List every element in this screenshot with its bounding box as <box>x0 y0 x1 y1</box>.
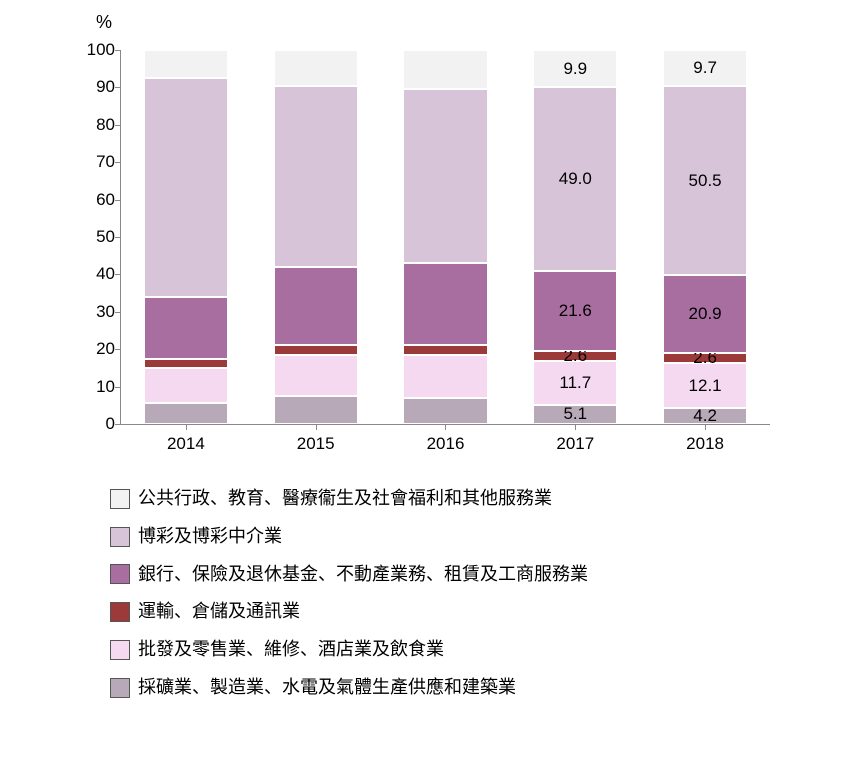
legend-label: 銀行、保險及退休基金、不動產業務、租賃及工商服務業 <box>138 556 588 594</box>
segment-value-label: 5.1 <box>533 404 617 424</box>
bar-segment <box>403 89 487 263</box>
legend-swatch <box>110 640 130 660</box>
segment-value-label: 49.0 <box>533 169 617 189</box>
bar-segment <box>274 355 358 396</box>
legend-swatch <box>110 678 130 698</box>
bar-segment <box>403 398 487 424</box>
y-tick-label: 100 <box>79 40 115 60</box>
bar-segment <box>274 86 358 267</box>
segment-value-label: 12.1 <box>663 376 747 396</box>
y-tick-label: 50 <box>79 227 115 247</box>
legend-label: 博彩及博彩中介業 <box>138 518 282 556</box>
y-tick <box>115 200 121 201</box>
legend-swatch <box>110 602 130 622</box>
y-tick <box>115 387 121 388</box>
x-tick-label: 2015 <box>274 434 358 454</box>
y-tick <box>115 349 121 350</box>
legend-label: 公共行政、教育、醫療衞生及社會福利和其他服務業 <box>138 480 552 518</box>
y-tick-label: 70 <box>79 152 115 172</box>
legend-item: 採礦業、製造業、水電及氣體生產供應和建築業 <box>110 669 588 707</box>
y-tick <box>115 274 121 275</box>
segment-value-label: 50.5 <box>663 171 747 191</box>
legend-label: 運輸、倉儲及通訊業 <box>138 593 300 631</box>
bar-segment <box>403 355 487 398</box>
legend-swatch <box>110 489 130 509</box>
y-tick <box>115 424 121 425</box>
segment-value-label: 11.7 <box>533 373 617 393</box>
bar-column: 20175.111.72.621.649.09.9 <box>533 50 617 424</box>
bar-segment <box>274 50 358 86</box>
x-tick-label: 2016 <box>403 434 487 454</box>
stacked-bar-chart: 20142015201620175.111.72.621.649.09.9201… <box>80 40 770 455</box>
y-tick <box>115 162 121 163</box>
x-tick-label: 2017 <box>533 434 617 454</box>
bar-segment <box>274 345 358 354</box>
bar-segment <box>274 396 358 424</box>
legend-item: 批發及零售業、維修、酒店業及飲食業 <box>110 631 588 669</box>
y-tick-label: 40 <box>79 264 115 284</box>
y-tick-label: 60 <box>79 190 115 210</box>
x-tick <box>316 424 317 430</box>
plot-area: 20142015201620175.111.72.621.649.09.9201… <box>120 50 770 425</box>
y-axis-unit: % <box>96 12 112 33</box>
x-tick-label: 2014 <box>144 434 228 454</box>
bar-segment <box>403 263 487 345</box>
legend-swatch <box>110 527 130 547</box>
legend-item: 公共行政、教育、醫療衞生及社會福利和其他服務業 <box>110 480 588 518</box>
legend: 公共行政、教育、醫療衞生及社會福利和其他服務業博彩及博彩中介業銀行、保險及退休基… <box>110 480 588 707</box>
x-tick <box>186 424 187 430</box>
y-tick <box>115 312 121 313</box>
y-tick <box>115 50 121 51</box>
legend-label: 採礦業、製造業、水電及氣體生產供應和建築業 <box>138 669 516 707</box>
x-tick <box>445 424 446 430</box>
bar-segment <box>144 359 228 368</box>
bar-segment <box>274 267 358 346</box>
segment-value-label: 9.9 <box>533 59 617 79</box>
legend-item: 博彩及博彩中介業 <box>110 518 588 556</box>
segment-value-label: 4.2 <box>663 406 747 426</box>
y-tick-label: 80 <box>79 115 115 135</box>
legend-label: 批發及零售業、維修、酒店業及飲食業 <box>138 631 444 669</box>
y-tick <box>115 125 121 126</box>
y-tick-label: 10 <box>79 377 115 397</box>
segment-value-label: 9.7 <box>663 58 747 78</box>
segment-value-label: 21.6 <box>533 301 617 321</box>
chart-container: % 20142015201620175.111.72.621.649.09.92… <box>0 0 841 757</box>
x-tick <box>575 424 576 430</box>
bar-segment <box>144 368 228 404</box>
y-tick-label: 30 <box>79 302 115 322</box>
legend-item: 運輸、倉儲及通訊業 <box>110 593 588 631</box>
bar-segment <box>144 297 228 359</box>
bar-segment <box>144 403 228 424</box>
y-tick-label: 20 <box>79 339 115 359</box>
segment-value-label: 20.9 <box>663 304 747 324</box>
bar-segment <box>144 50 228 78</box>
legend-item: 銀行、保險及退休基金、不動產業務、租賃及工商服務業 <box>110 556 588 594</box>
bar-segment <box>403 345 487 354</box>
bar-column: 2016 <box>403 50 487 424</box>
legend-swatch <box>110 564 130 584</box>
x-tick-label: 2018 <box>663 434 747 454</box>
bars-layer: 20142015201620175.111.72.621.649.09.9201… <box>121 50 770 424</box>
y-tick <box>115 237 121 238</box>
bar-segment <box>403 50 487 89</box>
bar-column: 2014 <box>144 50 228 424</box>
bar-segment <box>144 78 228 297</box>
bar-column: 20184.212.12.620.950.59.7 <box>663 50 747 424</box>
y-tick <box>115 87 121 88</box>
bar-column: 2015 <box>274 50 358 424</box>
y-tick-label: 90 <box>79 77 115 97</box>
y-tick-label: 0 <box>79 414 115 434</box>
